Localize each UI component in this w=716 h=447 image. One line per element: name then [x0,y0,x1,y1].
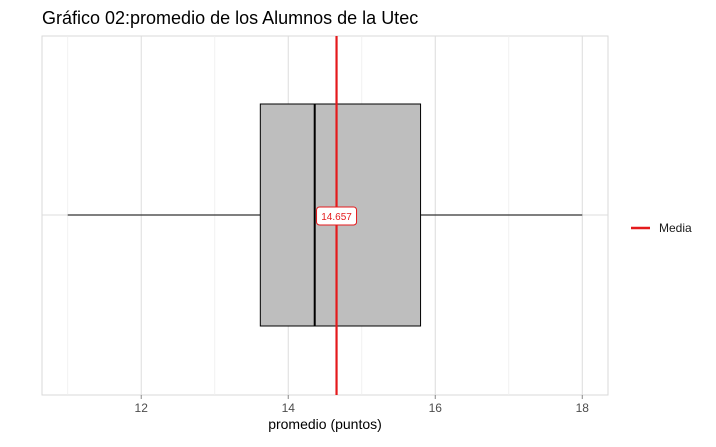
mean-label-box [316,206,358,226]
legend-label-media: Media [659,221,692,235]
x-tick-label: 18 [576,401,590,415]
x-axis-ticks: 12 14 16 18 [135,395,590,415]
chart-title: Gráfico 02:promedio de los Alumnos de la… [42,8,419,28]
legend: Media [631,221,692,235]
x-axis-label: promedio (puntos) [268,416,382,432]
x-tick-label: 16 [429,401,443,415]
mean-label: 14.657 [321,212,352,223]
x-tick-label: 12 [135,401,149,415]
chart-marks: 14.657 [67,36,583,395]
x-tick-label: 14 [282,401,296,415]
